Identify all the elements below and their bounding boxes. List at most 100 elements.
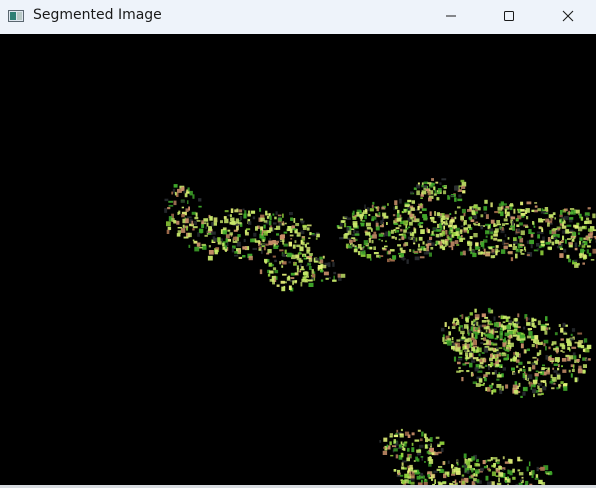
segment-pixel xyxy=(493,328,497,331)
minimize-button[interactable] xyxy=(428,0,474,32)
segment-pixel xyxy=(464,362,470,365)
segment-pixel xyxy=(532,365,536,370)
segment-pixel xyxy=(346,217,352,220)
segment-pixel xyxy=(574,377,578,383)
segment-pixel xyxy=(417,482,423,485)
segment-pixel xyxy=(272,222,277,225)
segment-pixel xyxy=(423,251,428,255)
segment-pixel xyxy=(429,217,435,220)
segment-pixel xyxy=(242,255,246,258)
segment-pixel xyxy=(563,386,568,391)
segment-pixel xyxy=(479,358,482,363)
segment-pixel xyxy=(389,249,395,252)
segment-pixel xyxy=(399,198,402,204)
segment-pixel xyxy=(410,467,414,472)
segment-pixel xyxy=(538,227,543,230)
segment-pixel xyxy=(384,445,388,451)
segment-pixel xyxy=(483,382,485,385)
segment-pixel xyxy=(545,218,550,223)
segment-pixel xyxy=(213,222,217,226)
segment-pixel xyxy=(531,474,534,478)
segment-pixel xyxy=(476,376,482,380)
segment-pixel xyxy=(510,358,512,362)
segment-pixel xyxy=(502,339,506,343)
segment-pixel xyxy=(351,237,356,239)
segment-pixel xyxy=(494,354,497,358)
segment-pixel xyxy=(378,238,381,241)
segment-pixel xyxy=(433,186,436,191)
segment-pixel xyxy=(222,230,227,235)
maximize-button[interactable] xyxy=(486,0,532,32)
segment-pixel xyxy=(516,326,521,329)
segment-pixel xyxy=(444,243,447,247)
segment-pixel xyxy=(226,241,229,247)
segment-pixel xyxy=(259,269,263,275)
segment-pixel xyxy=(463,324,469,329)
segment-pixel xyxy=(526,201,532,205)
segment-pixel xyxy=(512,246,517,250)
segment-pixel xyxy=(455,471,461,475)
segment-pixel xyxy=(517,332,522,336)
segment-pixel xyxy=(571,346,577,349)
segment-pixel xyxy=(427,190,431,196)
segment-pixel xyxy=(293,261,296,265)
segment-pixel xyxy=(529,483,533,485)
segment-pixel xyxy=(454,342,458,345)
segment-pixel xyxy=(357,244,362,249)
segment-pixel xyxy=(518,361,523,365)
segment-pixel xyxy=(360,250,365,255)
segment-pixel xyxy=(474,224,479,226)
segment-pixel xyxy=(201,220,204,225)
segment-pixel xyxy=(485,251,491,254)
segment-pixel xyxy=(471,481,476,485)
segment-pixel xyxy=(437,451,442,454)
title-bar[interactable]: Segmented Image xyxy=(0,0,596,34)
segment-pixel xyxy=(524,375,527,380)
segment-pixel xyxy=(465,356,471,359)
segment-pixel xyxy=(446,217,449,220)
segment-pixel xyxy=(289,212,293,216)
segment-pixel xyxy=(480,241,485,247)
segment-pixel xyxy=(593,229,596,232)
segment-pixel xyxy=(553,347,556,351)
window-bottom-border xyxy=(0,485,596,488)
segment-pixel xyxy=(544,330,548,335)
segment-pixel xyxy=(494,337,498,340)
segment-pixel xyxy=(437,223,440,228)
segment-pixel xyxy=(434,190,437,196)
segment-pixel xyxy=(243,213,247,219)
segment-pixel xyxy=(308,237,311,239)
segment-pixel xyxy=(533,209,538,213)
close-button[interactable] xyxy=(545,0,591,32)
segment-pixel xyxy=(171,191,173,195)
segment-pixel xyxy=(445,335,450,340)
segment-pixel xyxy=(419,444,424,448)
segment-pixel xyxy=(520,479,524,483)
segment-pixel xyxy=(280,237,285,242)
segment-pixel xyxy=(340,273,346,278)
segment-pixel xyxy=(463,221,465,226)
segment-pixel xyxy=(563,332,568,335)
segment-pixel xyxy=(192,239,195,242)
segment-pixel xyxy=(473,454,477,460)
segment-pixel xyxy=(503,346,505,350)
segment-pixel xyxy=(530,232,535,234)
segment-pixel xyxy=(407,447,410,452)
segment-pixel xyxy=(400,228,403,232)
segment-pixel xyxy=(464,348,468,352)
segment-pixel xyxy=(419,211,423,214)
segment-pixel xyxy=(449,213,452,215)
segment-pixel xyxy=(473,233,478,238)
segment-pixel xyxy=(198,205,202,208)
segment-pixel xyxy=(449,220,453,225)
segment-pixel xyxy=(323,264,327,269)
segment-pixel xyxy=(333,275,335,281)
segment-pixel xyxy=(488,364,492,368)
segment-pixel xyxy=(547,356,552,361)
segment-pixel xyxy=(479,364,483,368)
segment-pixel xyxy=(564,208,568,212)
segment-pixel xyxy=(260,230,262,234)
segment-pixel xyxy=(276,233,280,236)
segment-pixel xyxy=(575,209,580,214)
